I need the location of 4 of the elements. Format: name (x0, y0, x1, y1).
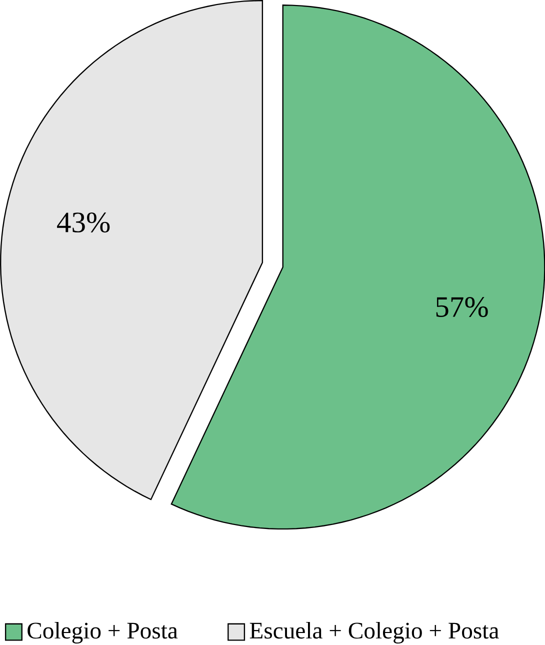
legend-label: Colegio + Posta (27, 622, 178, 644)
data-label: 57% (436, 297, 488, 318)
data-label: 43% (56, 212, 110, 233)
legend-label: Escuela + Colegio + Posta (250, 622, 499, 644)
